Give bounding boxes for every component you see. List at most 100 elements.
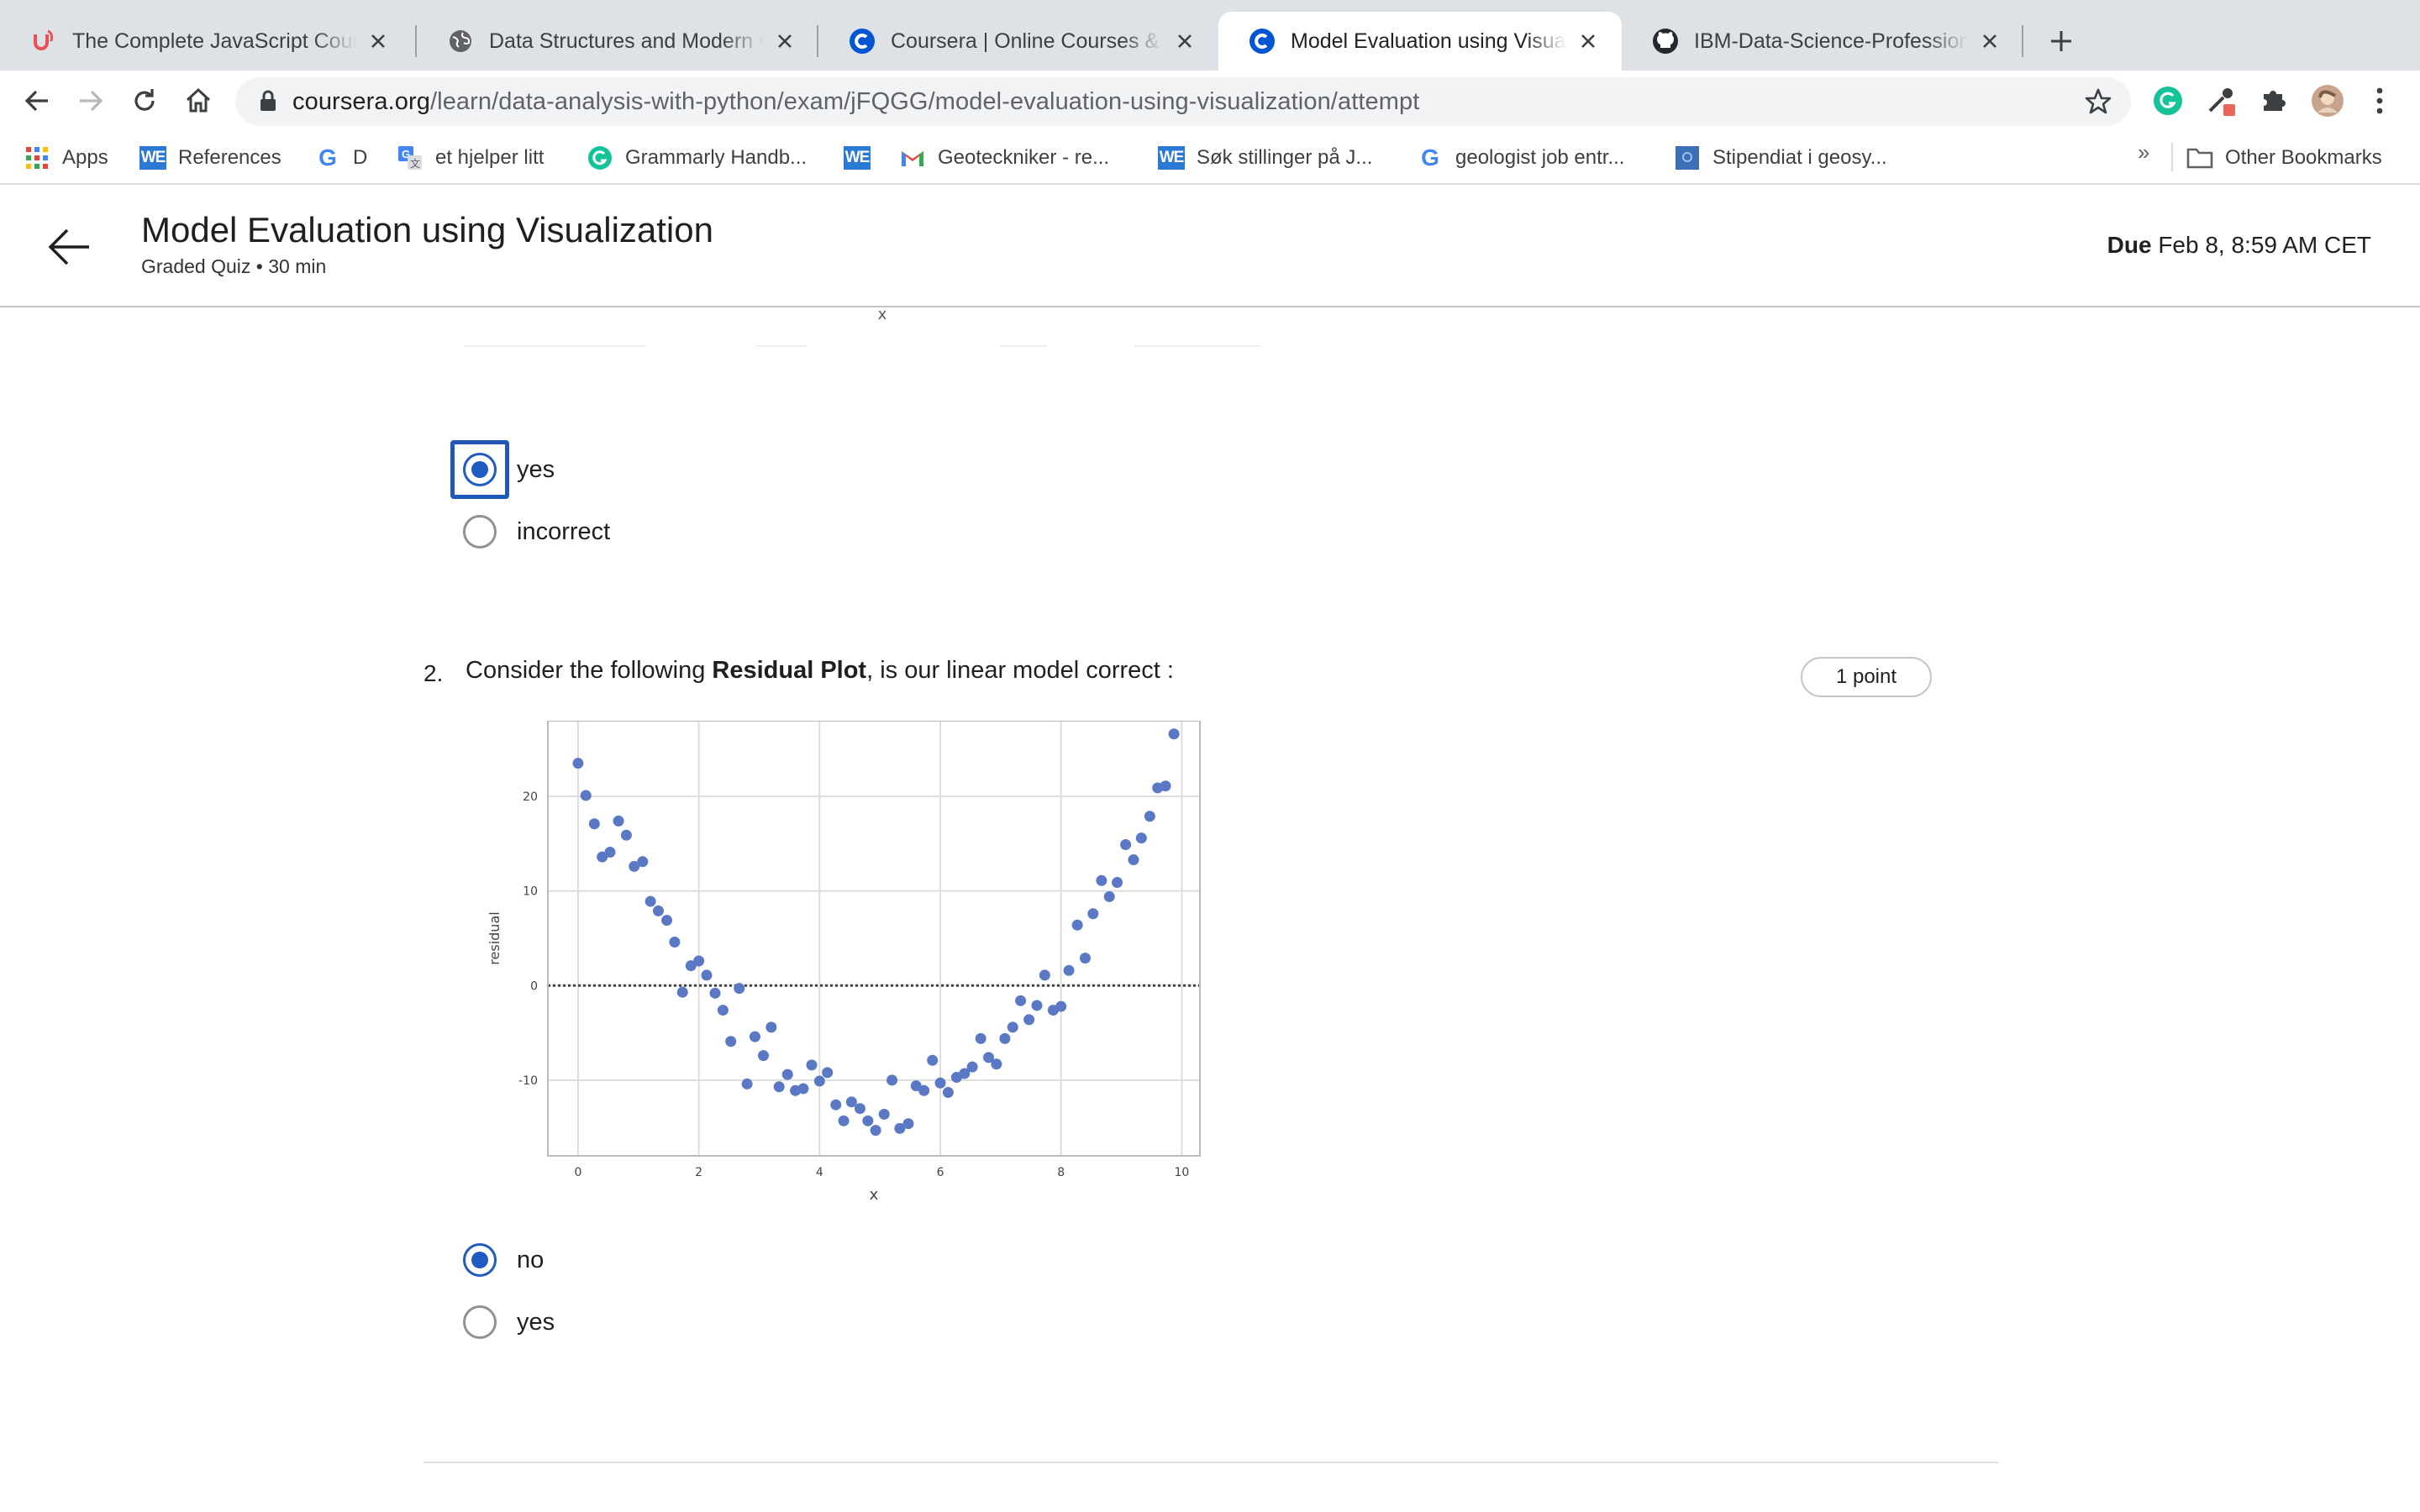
tab-coursera-home[interactable]: Coursera | Online Courses & Credentials — [818, 12, 1218, 71]
bookmarks-overflow-chevron[interactable]: » — [2138, 139, 2150, 165]
address-bar[interactable]: coursera.org/learn/data-analysis-with-py… — [235, 77, 2131, 126]
bookmark-apps[interactable]: Apps — [24, 143, 108, 173]
question-text: Consider the following Residual Plot, is… — [466, 657, 1174, 685]
tab-title: Model Evaluation using Visualization — [1291, 29, 1566, 53]
plot-frame — [547, 721, 1201, 1157]
bookmark-we[interactable]: WE — [844, 143, 882, 173]
tab-separator — [415, 25, 417, 57]
browser-menu-icon[interactable] — [2361, 82, 2398, 119]
question-text-bold: Residual Plot — [712, 657, 867, 684]
we-icon: WE — [139, 144, 166, 171]
due-value: Feb 8, 8:59 AM CET — [2158, 232, 2371, 258]
q1-option-yes[interactable]: yes — [463, 453, 555, 486]
tab-separator — [817, 25, 818, 57]
close-tab-icon[interactable] — [1575, 28, 1602, 55]
scatter-point — [781, 1068, 793, 1080]
bookmark-label: Søk stillinger på J... — [1197, 146, 1373, 169]
scatter-point — [959, 1068, 971, 1079]
close-tab-icon[interactable] — [1976, 28, 2003, 55]
bookmark-label: geologist job entr... — [1455, 146, 1625, 169]
bookmark-references[interactable]: WE References — [139, 143, 281, 173]
url-path: /learn/data-analysis-with-python/exam/jF… — [430, 88, 1420, 115]
q2-option-yes[interactable]: yes — [463, 1305, 555, 1339]
reload-icon — [134, 89, 155, 111]
bookmark-star-icon[interactable] — [2084, 87, 2112, 120]
scatter-point — [838, 1115, 850, 1126]
close-tab-icon[interactable] — [365, 28, 392, 55]
scatter-point — [1120, 839, 1132, 851]
scatter-point — [734, 983, 745, 995]
y-tick-label: 0 — [530, 979, 538, 993]
scatter-point — [1135, 832, 1147, 844]
close-tab-icon[interactable] — [771, 28, 798, 55]
q1-option-incorrect[interactable]: incorrect — [463, 515, 610, 549]
option-label: incorrect — [517, 517, 611, 545]
scatter-point — [572, 758, 584, 769]
scatter-point — [910, 1080, 922, 1092]
scatter-point — [1063, 964, 1075, 976]
question-divider — [424, 1462, 1998, 1463]
bookmark-label: Geoteckniker - re... — [938, 146, 1110, 169]
scatter-point — [1079, 953, 1091, 964]
radio-unselected[interactable] — [463, 515, 497, 549]
forward-button[interactable] — [72, 82, 109, 119]
bookmark-label: D — [353, 146, 368, 169]
bookmark-label: References — [178, 146, 281, 169]
due-label: Due — [2107, 232, 2152, 258]
scatter-point — [1055, 1000, 1067, 1012]
y-tick-label: 20 — [523, 790, 538, 804]
y-axis-label: residual — [487, 911, 502, 964]
bookmark-label: Apps — [62, 146, 108, 169]
page-title: Model Evaluation using Visualization — [141, 210, 713, 249]
profile-avatar[interactable] — [2309, 82, 2346, 119]
globe-icon — [447, 28, 474, 55]
tab-javascript-course[interactable]: The Complete JavaScript Course — [0, 12, 412, 71]
home-icon — [186, 87, 211, 113]
back-arrow-icon[interactable] — [44, 222, 94, 272]
tab-separator — [2022, 25, 2023, 57]
bookmark-square-icon — [1674, 144, 1701, 171]
close-tab-icon[interactable] — [1171, 28, 1198, 55]
lock-icon — [259, 89, 277, 117]
due-date: Due Feb 8, 8:59 AM CET — [2107, 232, 2371, 259]
scatter-point — [975, 1032, 986, 1044]
radio-unselected[interactable] — [463, 1305, 497, 1339]
bookmark-geoteckniker[interactable]: Geoteckniker - re... — [899, 143, 1109, 173]
scatter-point — [1096, 874, 1107, 886]
home-button[interactable] — [180, 82, 217, 119]
tab-data-structures[interactable]: Data Structures and Modern Operators — [417, 12, 818, 71]
scatter-point — [620, 829, 632, 841]
scatter-point — [701, 969, 713, 981]
scatter-point — [870, 1125, 881, 1137]
scatter-point — [983, 1052, 995, 1063]
scatter-point — [813, 1075, 825, 1087]
scatter-point — [902, 1118, 914, 1130]
radio-selected[interactable] — [463, 1243, 497, 1277]
radio-selected[interactable] — [463, 453, 497, 486]
other-bookmarks-folder[interactable]: Other Bookmarks — [2186, 143, 2382, 173]
bookmark-sok-stillinger[interactable]: WE Søk stillinger på J... — [1158, 143, 1372, 173]
residual-plot-chart: 0 2 4 6 8 10 -10 0 10 20 x residual — [487, 721, 1201, 1204]
back-button[interactable] — [18, 82, 55, 119]
bookmark-stipendiat[interactable]: Stipendiat i geosy... — [1674, 143, 1887, 173]
new-tab-button[interactable] — [2044, 24, 2079, 59]
scatter-point — [773, 1081, 785, 1093]
scatter-point — [1160, 780, 1171, 792]
bookmark-d[interactable]: G D — [314, 143, 367, 173]
bookmark-grammarly-handbook[interactable]: Grammarly Handb... — [587, 143, 807, 173]
reload-button[interactable] — [126, 82, 163, 119]
coursera-icon — [849, 28, 876, 55]
grammarly-extension-icon[interactable] — [2149, 82, 2186, 119]
bookmark-geologist-job[interactable]: G geologist job entr... — [1417, 143, 1624, 173]
extensions-puzzle-icon[interactable] — [2255, 82, 2292, 119]
previous-chart-xlabel: x — [878, 309, 887, 323]
scatter-point — [1071, 919, 1083, 931]
option-label: yes — [517, 1308, 555, 1336]
tab-model-evaluation[interactable]: Model Evaluation using Visualization — [1218, 12, 1622, 71]
tab-ibm-github[interactable]: IBM-Data-Science-Professional — [1622, 12, 2023, 71]
scatter-point — [918, 1084, 930, 1096]
eyedropper-extension-icon[interactable] — [2203, 82, 2240, 119]
q2-option-no[interactable]: no — [463, 1243, 544, 1277]
